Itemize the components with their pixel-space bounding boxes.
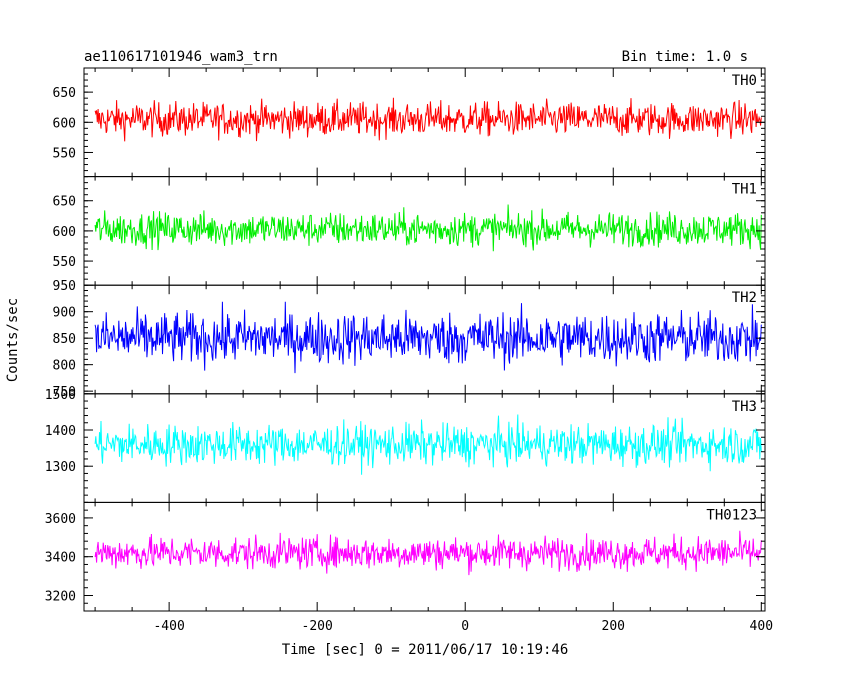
- y-tick-label: 550: [53, 255, 76, 270]
- chart-title: ae110617101946_wam3_trn: [84, 49, 278, 65]
- x-tick-label: 0: [461, 619, 469, 634]
- x-tick-label: 200: [602, 619, 625, 634]
- series-line-th3: [94, 414, 762, 475]
- y-tick-label: 950: [53, 279, 76, 294]
- panel-th2: 750 800 850 900 950 TH2: [53, 279, 766, 400]
- series-line-th2: [94, 301, 762, 374]
- panel-label: TH1: [732, 182, 757, 198]
- y-tick-label: 750: [53, 385, 76, 400]
- y-tick-label: 900: [53, 306, 76, 321]
- y-tick-label: 3400: [45, 551, 76, 566]
- bin-time-label: Bin time: 1.0 s: [622, 49, 748, 65]
- panel-label: TH0123: [706, 507, 757, 523]
- x-axis-label: Time [sec] 0 = 2011/06/17 10:19:46: [282, 642, 569, 658]
- series-line-th1: [94, 204, 762, 252]
- panel-th3: 1300 1400 1500 TH3: [45, 388, 766, 503]
- panel-label: TH3: [732, 399, 757, 415]
- y-tick-label: 650: [53, 86, 76, 101]
- panel-th1: 550 600 650 TH1: [53, 176, 766, 286]
- y-tick-label: 800: [53, 359, 76, 374]
- y-tick-label: 600: [53, 116, 76, 131]
- panel-th0123: 3200 3400 3600 TH0123: [45, 501, 766, 612]
- y-tick-label: 850: [53, 332, 76, 347]
- y-tick-label: 600: [53, 225, 76, 240]
- y-tick-label: 3200: [45, 589, 76, 604]
- panel-th0: 550 600 650 TH0: [53, 67, 766, 178]
- panel-frame: [83, 176, 766, 286]
- y-axis-label: Counts/sec: [5, 298, 21, 382]
- y-tick-label: 1300: [45, 460, 76, 475]
- y-tick-label: 1400: [45, 424, 76, 439]
- panel-label: TH2: [732, 290, 757, 306]
- y-tick-label: 1500: [45, 388, 76, 403]
- x-tick-label: -200: [302, 619, 333, 634]
- panels: 550 600 650 TH0 550 600 650 TH1 750 800 850 900 950 T…: [45, 67, 773, 634]
- panel-label: TH0: [732, 73, 757, 89]
- y-tick-label: 650: [53, 195, 76, 210]
- series-line-th0: [94, 97, 762, 142]
- series-line-th0123: [94, 530, 762, 576]
- y-tick-label: 550: [53, 146, 76, 161]
- y-tick-label: 3600: [45, 512, 76, 527]
- x-tick-label: 400: [750, 619, 773, 634]
- x-tick-label: -400: [153, 619, 184, 634]
